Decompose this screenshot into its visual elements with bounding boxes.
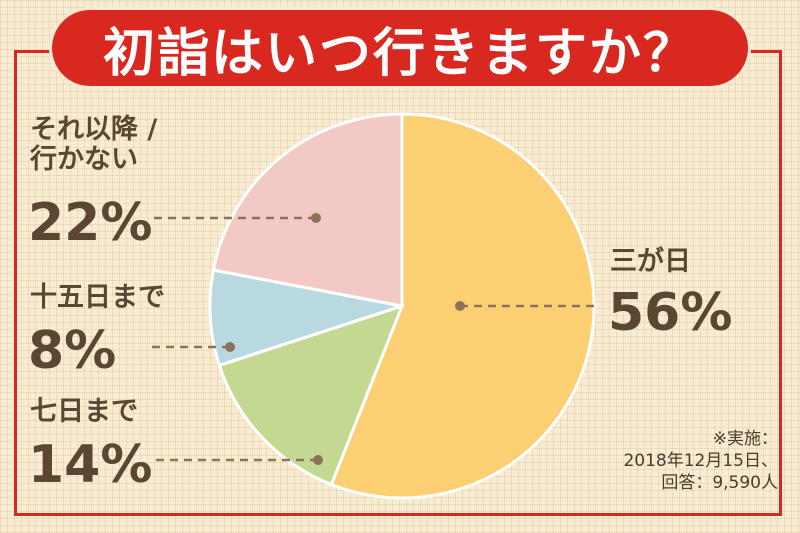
slice-label-3-line-1: 行かない	[29, 143, 138, 175]
leader-dot-1	[313, 455, 323, 465]
leader-dot-0	[455, 301, 465, 311]
slice-label-3-line-0: それ以降 /	[30, 114, 157, 145]
pie-slice-3	[211, 112, 404, 308]
slice-label-0: 三が日	[610, 245, 691, 277]
data-label-2: 8%	[28, 321, 116, 381]
data-label-1: 14%	[28, 435, 152, 495]
survey-note: ※実施： 2018年12月15日、 回答：9,590人	[623, 428, 778, 494]
data-label-0: 56%	[608, 283, 732, 343]
slice-label-2: 十五日まで	[30, 282, 165, 313]
leader-dot-2	[225, 342, 235, 352]
note-line-2: 2018年12月15日、	[623, 451, 778, 471]
title-banner: 初詣はいつ行きますか？	[52, 10, 748, 86]
chart-title: 初詣はいつ行きますか？	[102, 23, 697, 84]
note-line-1: ※実施：	[712, 429, 778, 449]
note-line-3: 回答：9,590人	[661, 473, 778, 493]
data-label-3: 22%	[28, 193, 152, 253]
pie-slice-2	[208, 268, 403, 368]
slice-label-1: 七日まで	[30, 396, 138, 427]
leader-dot-3	[311, 213, 321, 223]
